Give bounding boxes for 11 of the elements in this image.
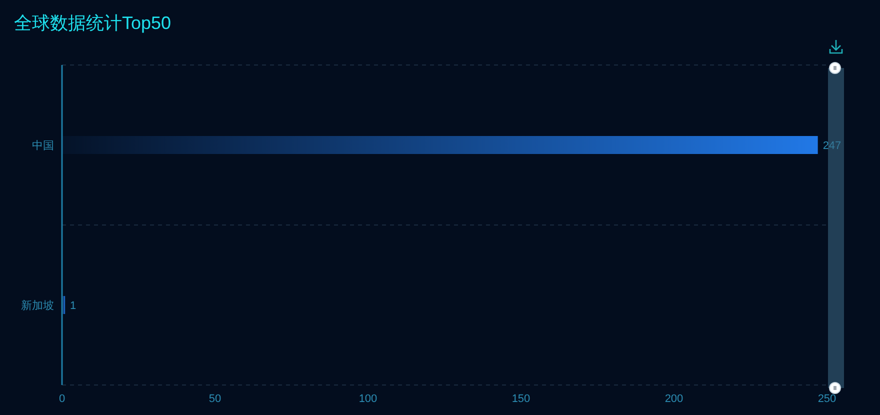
x-tick-label: 100 xyxy=(358,393,378,405)
x-tick-label: 50 xyxy=(208,393,222,405)
x-tick-label: 150 xyxy=(512,393,530,405)
y-tick-label: 中国 xyxy=(32,139,54,152)
x-tick-label: 250 xyxy=(818,393,836,405)
y-tick-label: 新加坡 xyxy=(21,299,54,312)
data-label: 247 xyxy=(822,140,842,152)
chart-title: 全球数据统计Top50 xyxy=(14,13,172,33)
data-label: 1 xyxy=(70,300,76,312)
x-tick-label: 200 xyxy=(664,393,684,405)
x-tick-label: 0 xyxy=(58,393,66,405)
